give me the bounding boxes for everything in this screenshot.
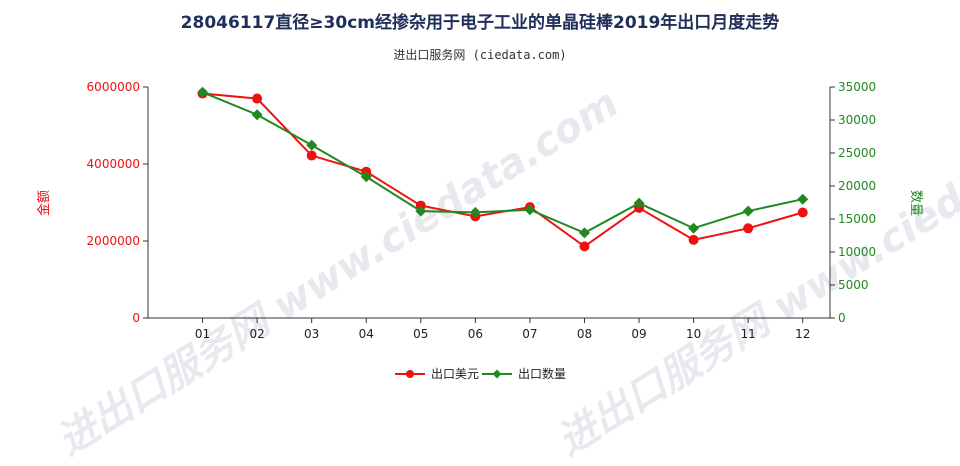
qty-point	[797, 193, 809, 205]
qty-point	[524, 204, 536, 216]
chart-title: 28046117直径≥30cm经掺杂用于电子工业的单晶硅棒2019年出口月度走势	[180, 13, 780, 33]
x-tick-label: 02	[249, 327, 264, 341]
qty-point	[469, 206, 481, 218]
right-tick-label: 5000	[838, 278, 869, 292]
x-tick-label: 07	[522, 327, 537, 341]
right-tick-label: 0	[838, 311, 846, 325]
qty-point	[415, 205, 427, 217]
right-tick-label: 10000	[838, 245, 876, 259]
usd-point	[579, 241, 590, 252]
x-tick-label: 04	[359, 327, 374, 341]
x-tick-label: 01	[195, 327, 210, 341]
x-tick-label: 03	[304, 327, 319, 341]
right-tick-label: 15000	[838, 212, 876, 226]
x-tick-label: 12	[795, 327, 810, 341]
right-tick-label: 30000	[838, 113, 876, 127]
qty-point	[251, 109, 263, 121]
qty-point	[360, 171, 372, 183]
legend-usd-label: 出口美元	[431, 367, 479, 381]
usd-point	[252, 93, 263, 104]
right-tick-label: 25000	[838, 146, 876, 160]
chart-canvas: 0 2000000 4000000 6000000 0 5000 10000 15000 200…	[36, 80, 923, 381]
usd-point	[306, 150, 317, 161]
qty-series-line	[202, 91, 803, 234]
left-axis-title: 金额	[36, 190, 52, 216]
right-tick-label: 20000	[838, 179, 876, 193]
qty-point	[306, 139, 318, 151]
x-tick-label: 06	[468, 327, 483, 341]
qty-point	[197, 86, 209, 98]
chart-subtitle: 进出口服务网 (ciedata.com)	[393, 48, 567, 62]
qty-point	[688, 222, 700, 234]
x-tick-label: 08	[577, 327, 592, 341]
legend-qty-marker	[492, 369, 502, 379]
qty-point	[633, 197, 645, 209]
usd-series-line	[202, 92, 803, 248]
qty-point	[578, 227, 590, 239]
right-axis-title: 数量	[908, 190, 923, 216]
right-tick-label: 35000	[838, 80, 876, 94]
left-tick-label: 2000000	[87, 234, 140, 248]
left-tick-label: 6000000	[87, 80, 140, 94]
usd-point	[797, 207, 808, 218]
x-tick-label: 09	[631, 327, 646, 341]
usd-point	[688, 234, 699, 245]
left-tick-label: 0	[132, 311, 140, 325]
left-tick-label: 4000000	[87, 157, 140, 171]
x-tick-label: 10	[686, 327, 701, 341]
x-tick-label: 05	[413, 327, 428, 341]
usd-point	[743, 223, 754, 234]
legend-qty-label: 出口数量	[518, 366, 566, 381]
x-tick-label: 11	[741, 327, 756, 341]
qty-point	[742, 205, 754, 217]
legend-usd-marker	[406, 370, 414, 378]
